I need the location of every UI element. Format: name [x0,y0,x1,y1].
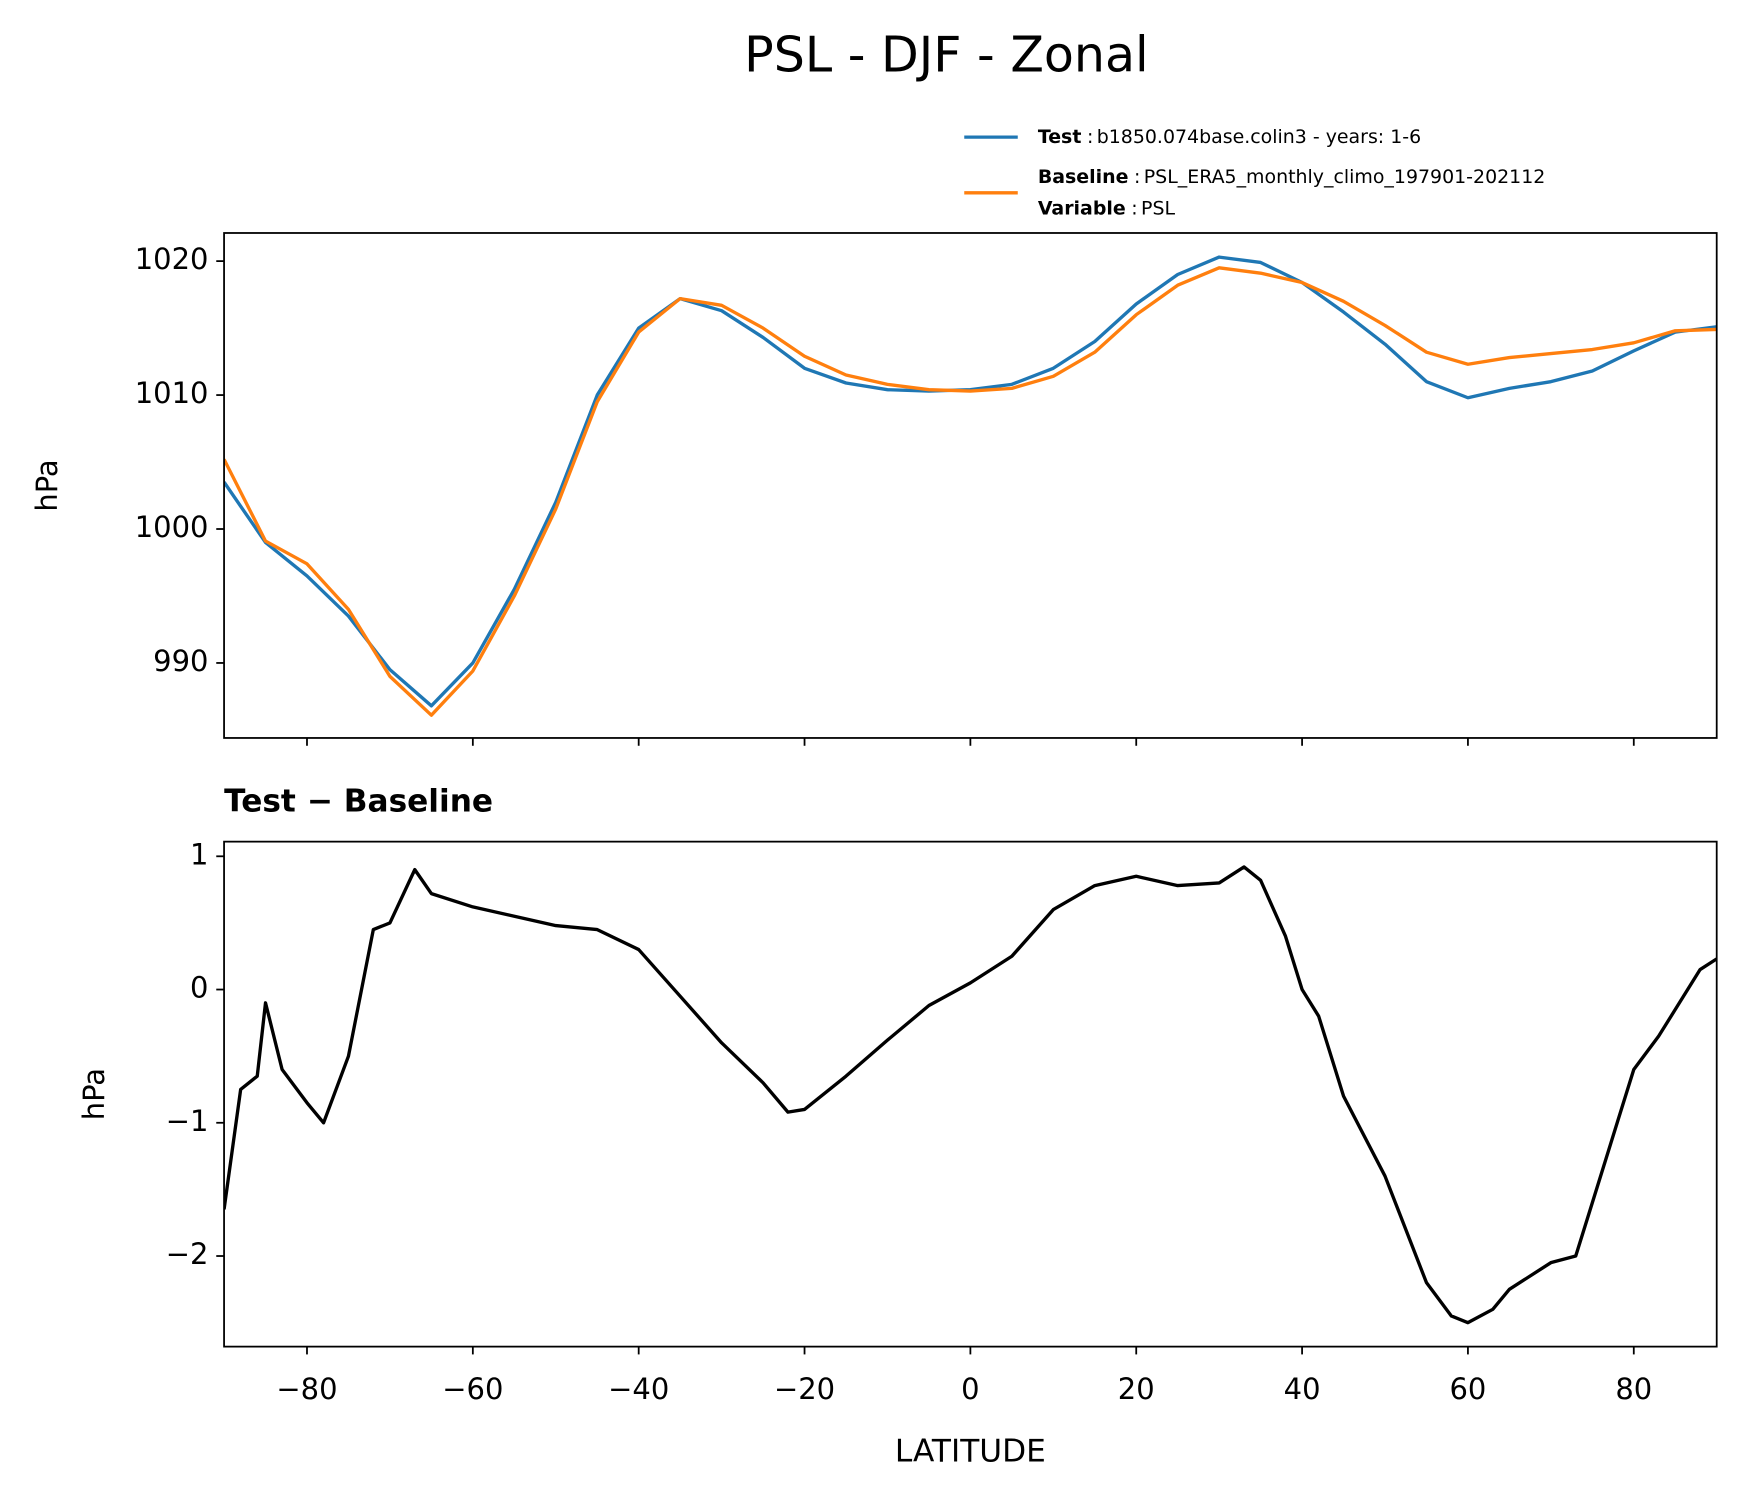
legend-separator: : [1131,197,1137,219]
x-tick-label: −80 [276,1372,337,1406]
legend-separator: : [1134,166,1140,188]
legend-label: b1850.074base.colin3 - years: 1-6 [1097,126,1421,148]
x-tick-label: 60 [1449,1372,1486,1406]
x-tick-label: −40 [608,1372,669,1406]
y-tick-label: 1010 [135,376,209,410]
figure-title: PSL - DJF - Zonal [744,25,1148,83]
legend-separator: : [1087,126,1093,148]
x-tick-label: 40 [1284,1372,1321,1406]
y-tick-label: 0 [190,971,208,1005]
series-line [224,266,1717,717]
legend-name: Variable [1038,197,1126,219]
x-tick-label: 80 [1615,1372,1652,1406]
legend-label: PSL_ERA5_monthly_climo_197901-202112 [1144,166,1546,188]
legend-extra: Variable: PSL [1038,197,1176,219]
y-tick-label: 1020 [135,242,209,276]
y-tick-label: 990 [153,644,208,678]
legend-entry: Baseline: PSL_ERA5_monthly_climo_197901-2… [1038,166,1545,188]
legend-label: PSL [1141,197,1175,219]
legend-name: Baseline [1038,166,1129,188]
series-line [224,865,1717,1325]
legend-name: Test [1038,126,1082,148]
x-tick-label: 0 [961,1372,979,1406]
y-tick-label: −1 [166,1104,209,1138]
legend-entry: Test: b1850.074base.colin3 - years: 1-6 [1038,126,1421,148]
y-tick-label: 1000 [135,510,209,544]
x-axis-label: LATITUDE [895,1434,1046,1470]
y-tick-label: 1 [190,837,208,871]
x-tick-label: −20 [774,1372,835,1406]
x-tick-label: 20 [1118,1372,1155,1406]
axes-title: Test − Baseline [224,784,493,820]
y-tick-label: −2 [166,1237,209,1271]
x-tick-label: −60 [442,1372,503,1406]
y-axis-label: hPa [30,459,64,511]
y-axis-label: hPa [77,1068,111,1120]
